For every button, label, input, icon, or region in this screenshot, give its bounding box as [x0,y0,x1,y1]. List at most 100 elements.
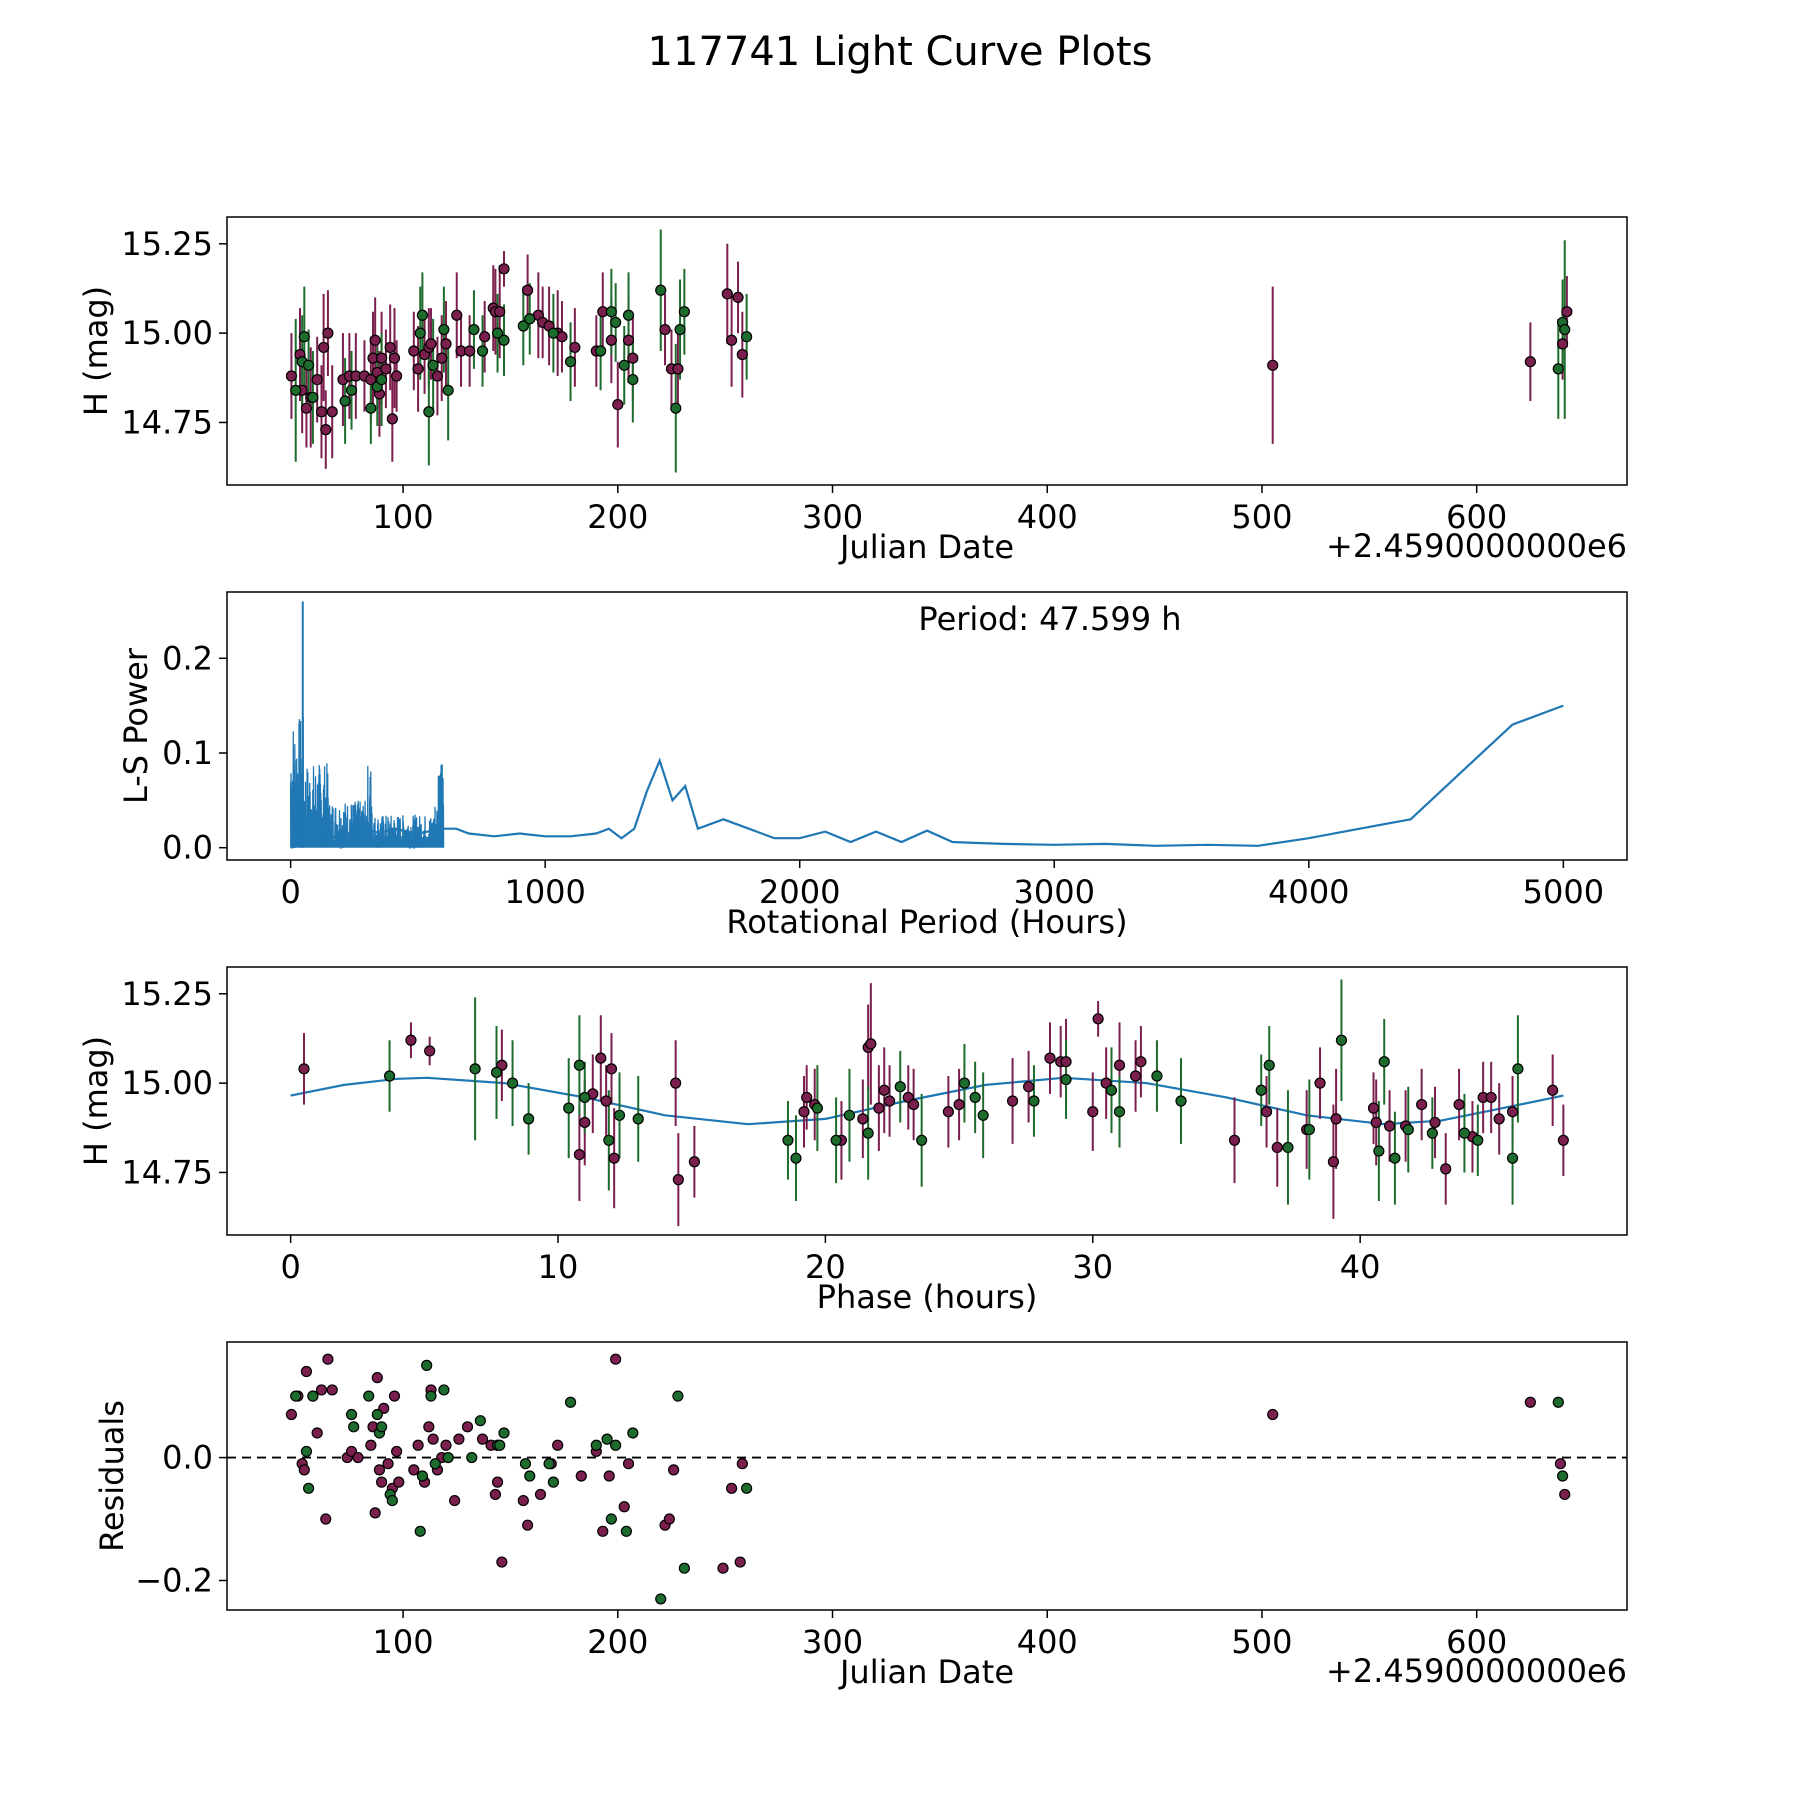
x-tick-label: 3000 [1014,873,1095,911]
maroon-point [380,363,392,375]
green-point [1472,1134,1484,1146]
green-point [670,402,682,414]
green-point [1402,1123,1414,1136]
lightcurve-xlabel: Julian Date [838,528,1014,566]
maroon-point [953,1098,965,1111]
lightcurve-ylabel: H (mag) [77,286,115,416]
green-point [290,1390,302,1402]
green-point [1506,1152,1519,1164]
green-point [416,309,428,321]
green-point [632,1113,644,1125]
x-tick-label: 200 [587,498,648,536]
maroon-point [569,341,581,354]
green-point [345,1408,358,1421]
x-tick-label: 2000 [759,873,840,911]
green-point [678,306,690,318]
maroon-point [1383,1120,1396,1132]
x-tick-label: 500 [1231,1623,1292,1661]
green-point [1303,1123,1315,1136]
maroon-point [1330,1113,1342,1125]
green-point [506,1077,519,1089]
maroon-point [425,338,437,350]
maroon-point [1440,1163,1452,1175]
y-tick-label: 0.2 [162,639,213,677]
x-tick-label: 0 [280,1248,300,1286]
maroon-point [1453,1098,1465,1111]
green-point [1105,1084,1118,1096]
green-point [298,331,310,343]
data-layer [285,229,1573,473]
data-layer [290,979,1569,1227]
green-point [977,1109,989,1121]
green-point [610,1439,622,1451]
phased-panel: 0 10 20 30 40 14.75 15.00 15.25 Phase (hours) H… [77,966,1628,1316]
green-point [627,373,639,386]
periodogram-annotation: Period: 47.599 h [918,600,1181,638]
green-point [811,1102,823,1114]
maroon-point [873,1102,885,1114]
green-point [1113,1106,1126,1118]
green-point [469,1063,481,1075]
maroon-point [376,352,388,364]
maroon-point [736,1458,748,1470]
maroon-point [1327,1156,1340,1168]
green-point [300,1445,313,1458]
maroon-point [464,345,476,357]
periodogram-xlabel: Rotational Period (Hours) [726,903,1127,941]
maroon-point [883,1095,896,1107]
x-tick-label: 20 [805,1248,846,1286]
maroon-point [315,406,328,418]
green-point [442,1451,454,1464]
maroon-point [612,399,624,411]
maroon-point [320,1513,332,1525]
green-point [476,345,489,357]
green-point [474,1415,486,1427]
green-point [573,1059,586,1071]
maroon-point [451,309,463,321]
x-tick-label: 1000 [504,873,585,911]
phased-marks [290,979,1569,1227]
maroon-point [1228,1134,1241,1146]
green-point [1552,363,1564,375]
green-point [371,1408,383,1421]
lightcurve-ticks: 100 200 300 400 500 600 14.75 15.00 15.25 [121,225,1507,536]
green-point [620,1525,632,1537]
green-point [564,1396,577,1408]
green-point [622,309,635,321]
maroon-point [908,1098,920,1111]
maroon-point [1429,1116,1441,1129]
maroon-point [496,1556,508,1568]
green-point [345,384,358,396]
green-point [590,1439,602,1451]
green-point [1175,1095,1187,1107]
maroon-point [311,373,323,386]
maroon-point [618,1501,630,1513]
maroon-point [405,1034,417,1046]
periodogram-ticks: 0 1000 2000 3000 4000 5000 0.0 0.1 0.2 [162,639,1604,911]
green-point [498,1427,510,1439]
green-point [498,334,510,346]
green-point [302,1482,315,1494]
green-point [363,1390,375,1402]
maroon-point [622,334,635,346]
maroon-point [595,1052,607,1064]
maroon-point [1135,1056,1147,1068]
maroon-point [1556,338,1569,350]
green-point [517,320,529,332]
maroon-point [575,1470,587,1482]
green-point [425,1390,437,1402]
maroon-point [1271,1141,1283,1154]
maroon-point [300,402,313,414]
maroon-point [388,352,401,364]
periodogram-axes-frame [226,591,1628,861]
residuals-marks [227,1353,1627,1605]
maroon-point [734,1556,746,1568]
maroon-point [1524,356,1536,368]
green-point [491,327,504,339]
maroon-point [717,1562,729,1574]
maroon-point [1554,1458,1567,1470]
green-point [1373,1145,1385,1157]
y-tick-label: 15.00 [121,314,213,352]
maroon-point [610,1353,622,1365]
